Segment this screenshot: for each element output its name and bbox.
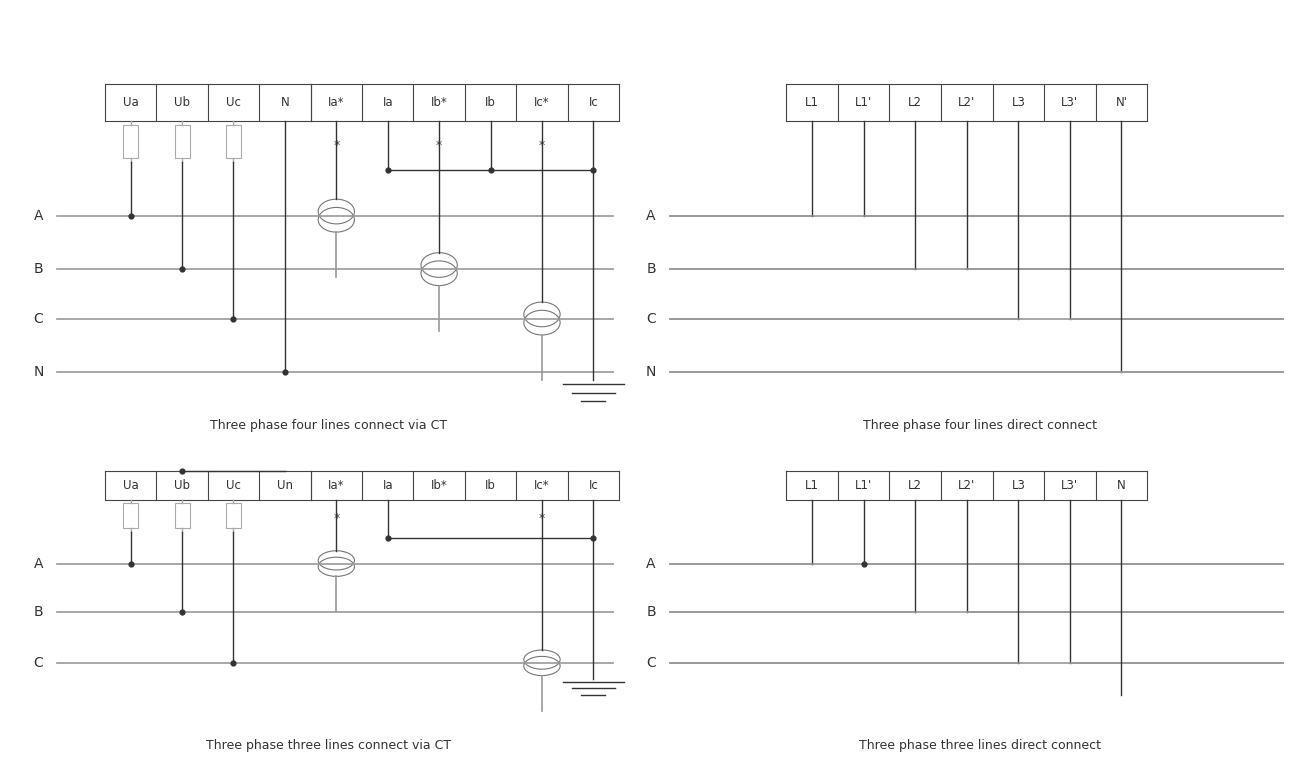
Text: *: * [539, 512, 546, 525]
Text: Ia*: Ia* [327, 479, 345, 491]
Text: Uc: Uc [226, 96, 241, 109]
Text: Uc: Uc [226, 479, 241, 491]
Text: Ic: Ic [589, 479, 598, 491]
Text: A: A [34, 556, 43, 571]
Text: L3': L3' [1061, 479, 1078, 491]
Text: L1': L1' [855, 96, 872, 109]
Text: Ib*: Ib* [431, 96, 447, 109]
Text: Three phase four lines direct connect: Three phase four lines direct connect [863, 419, 1097, 432]
Text: Three phase three lines connect via CT: Three phase three lines connect via CT [206, 739, 451, 753]
Text: C: C [33, 656, 43, 670]
Text: Ua: Ua [122, 479, 138, 491]
Text: A: A [646, 209, 656, 223]
Text: L1': L1' [855, 479, 872, 491]
Text: N': N' [1115, 96, 1127, 109]
Text: Ia*: Ia* [327, 96, 345, 109]
Text: *: * [333, 139, 339, 152]
Text: Un: Un [277, 479, 293, 491]
Bar [226, 503, 241, 528]
Text: B: B [646, 604, 656, 619]
Text: *: * [333, 512, 339, 525]
Text: N: N [280, 96, 289, 109]
Text: Ia: Ia [383, 96, 393, 109]
Text: B: B [646, 262, 656, 276]
Text: A: A [646, 556, 656, 571]
Text: L3: L3 [1011, 96, 1026, 109]
Text: *: * [539, 139, 546, 152]
Bar [124, 503, 138, 528]
Text: L3: L3 [1011, 479, 1026, 491]
Text: C: C [33, 312, 43, 325]
Text: Ic*: Ic* [534, 479, 550, 491]
Text: N: N [33, 365, 43, 379]
Text: Ic*: Ic* [534, 96, 550, 109]
Text: B: B [34, 604, 43, 619]
Text: Ib: Ib [485, 479, 496, 491]
Text: A: A [34, 209, 43, 223]
Bar [175, 503, 189, 528]
Text: L2': L2' [959, 479, 976, 491]
Text: C: C [646, 312, 656, 325]
Text: Ic: Ic [589, 96, 598, 109]
Bar [226, 125, 241, 158]
Text: C: C [646, 656, 656, 670]
Text: Ub: Ub [174, 479, 191, 491]
Text: B: B [34, 262, 43, 276]
Text: L1: L1 [805, 479, 819, 491]
Text: L2: L2 [909, 96, 922, 109]
Text: L2: L2 [909, 479, 922, 491]
Text: L2': L2' [959, 96, 976, 109]
Text: L1: L1 [805, 96, 819, 109]
Text: Ia: Ia [383, 479, 393, 491]
Text: N: N [1116, 479, 1126, 491]
Text: N: N [646, 365, 656, 379]
Bar [175, 125, 189, 158]
Text: Ib: Ib [485, 96, 496, 109]
Text: Ub: Ub [174, 96, 191, 109]
Text: Three phase four lines connect via CT: Three phase four lines connect via CT [210, 419, 447, 432]
Text: Three phase three lines direct connect: Three phase three lines direct connect [859, 739, 1101, 753]
Text: Ib*: Ib* [431, 479, 447, 491]
Bar [124, 125, 138, 158]
Text: L3': L3' [1061, 96, 1078, 109]
Text: Ua: Ua [122, 96, 138, 109]
Text: *: * [437, 139, 442, 152]
